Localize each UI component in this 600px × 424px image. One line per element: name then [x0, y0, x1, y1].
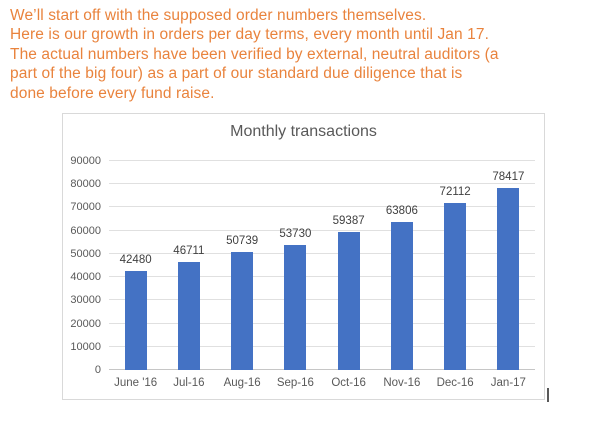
- bar: [231, 252, 254, 370]
- y-tick-label: 70000: [70, 201, 101, 214]
- bar-value-label: 42480: [119, 254, 152, 267]
- bar-value-label: 50739: [226, 235, 259, 248]
- gridline: [109, 276, 535, 278]
- intro-text: We’ll start off with the supposed order …: [10, 6, 499, 103]
- bar-value-label: 46711: [173, 244, 205, 257]
- y-tick-label: 40000: [70, 271, 101, 284]
- bar-value-label: 53730: [279, 228, 312, 241]
- x-tick-label: Jul-16: [173, 377, 205, 389]
- x-tick-label: Nov-16: [383, 377, 421, 389]
- monthly-transactions-chart[interactable]: Monthly transactions 90000 80000 70000 6000…: [62, 113, 545, 400]
- gridline: [109, 229, 535, 231]
- chart-title: Monthly transactions: [230, 123, 377, 140]
- y-tick-label: 0: [94, 364, 101, 376]
- intro-line: part of the big four) as a part of our s…: [10, 65, 463, 83]
- bar-value-label: 59387: [332, 215, 365, 228]
- gridline: [109, 160, 535, 161]
- bar: [390, 221, 413, 370]
- text-caret: [547, 388, 549, 402]
- intro-line: Here is our growth in orders per day ter…: [10, 26, 489, 44]
- y-axis: 90000 80000 70000 60000 50000 40000 30000 20000…: [63, 155, 109, 376]
- bar-value-label: 63806: [385, 204, 418, 217]
- intro-line: The actual numbers have been verified by…: [10, 45, 499, 63]
- y-tick-label: 10000: [70, 340, 101, 353]
- bar: [124, 271, 147, 370]
- y-tick-label: 20000: [70, 317, 101, 330]
- gridline: [109, 369, 535, 370]
- y-tick-label: 80000: [70, 178, 101, 191]
- chart-plot-grid: 90000 80000 70000 60000 50000 40000 30000 20000…: [63, 155, 535, 396]
- x-tick-label: Dec-16: [436, 377, 474, 389]
- x-axis: June '16 Jul-16 Aug-16 Sep-16 Oct-16 Nov-16 De…: [109, 370, 535, 396]
- y-tick-label: 90000: [70, 155, 101, 167]
- bar-value-label: 78417: [492, 170, 525, 183]
- x-tick-label: Jan-17: [490, 377, 526, 389]
- bar: [337, 232, 360, 370]
- x-tick-label: Aug-16: [223, 377, 261, 389]
- gridline: [109, 206, 535, 208]
- x-tick-label: Sep-16: [276, 377, 314, 389]
- gridline: [109, 299, 535, 301]
- intro-line: We’ll start off with the supposed order …: [10, 7, 427, 24]
- bar: [284, 245, 307, 370]
- x-tick-label: Oct-16: [331, 377, 366, 389]
- y-tick-label: 30000: [70, 294, 101, 307]
- x-tick-label: June '16: [114, 377, 158, 389]
- intro-line: done before every fund raise.: [10, 84, 215, 102]
- gridline: [109, 345, 535, 347]
- plot-area: 42480 46711 50739 53730 59387 63806 72112 78417: [109, 160, 535, 370]
- gridline: [109, 252, 535, 254]
- y-tick-label: 60000: [70, 224, 101, 237]
- bar-value-label: 72112: [439, 185, 471, 198]
- bar: [177, 261, 200, 370]
- bar: [497, 187, 520, 370]
- gridline: [109, 322, 535, 324]
- gridline: [109, 183, 535, 185]
- bar: [444, 202, 467, 370]
- y-tick-label: 50000: [70, 247, 101, 260]
